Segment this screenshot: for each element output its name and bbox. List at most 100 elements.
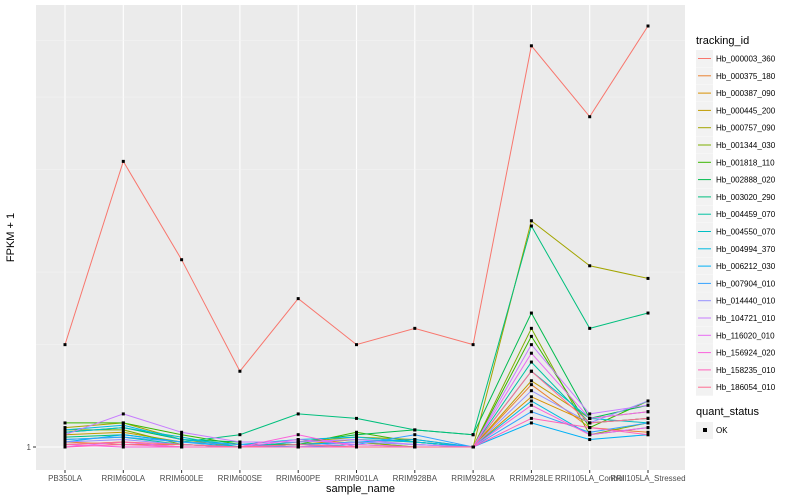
data-point [296,440,300,444]
legend-label: Hb_004550_070 [716,228,776,237]
data-point [529,421,533,425]
data-point [121,433,125,437]
data-point [529,343,533,347]
data-point [529,311,533,315]
data-point [588,421,592,425]
legend-label: Hb_000757_090 [716,124,776,133]
data-point [180,445,184,449]
data-point [121,440,125,444]
data-point [63,343,67,347]
data-point [529,351,533,355]
data-point [121,159,125,163]
data-point [63,435,67,439]
data-point [646,399,650,403]
data-point [296,433,300,437]
data-point [529,219,533,223]
data-point [355,433,358,437]
y-axis-title: FPKM + 1 [5,213,17,262]
x-tick-label: RRII105LA_Control [555,474,625,483]
data-point [180,440,184,444]
data-point [355,445,358,449]
legend-label: Hb_004459_070 [716,210,776,219]
legend-label: Hb_158235_010 [716,366,776,375]
x-tick-label: RRIM928LA [451,474,495,483]
y-tick-label: 1 [27,443,32,452]
data-point [355,416,358,420]
data-point [121,423,125,427]
data-point [355,343,358,347]
x-axis-title: sample_name [326,483,395,495]
data-point [63,421,67,425]
data-point [180,433,184,437]
x-tick-label: RRIM600LA [102,474,146,483]
point-legend-label: OK [716,426,728,435]
data-point [646,24,650,28]
x-axis: PB350LA RRIM600LA RRIM600LE RRIM600SE RRIM60… [48,470,686,483]
data-point [529,44,533,48]
legend-label: Hb_003020_290 [716,193,776,202]
data-point [588,416,592,420]
data-point [529,379,533,383]
data-point [529,416,533,420]
data-point [646,433,650,437]
point-legend-symbol [703,428,707,432]
data-point [121,435,125,439]
data-point [588,430,592,434]
data-point [63,438,67,442]
data-point [63,430,67,434]
data-point [63,445,67,449]
data-point [355,440,358,444]
data-point [471,445,475,449]
data-point [296,442,300,446]
data-point [588,433,592,437]
points-layer [63,24,650,449]
data-point [355,442,358,446]
data-point [296,412,300,416]
data-point [529,369,533,373]
x-tick-label: RRIM928BA [393,474,438,483]
legend-label: Hb_000445_200 [716,106,776,115]
legend-label: Hb_007904_010 [716,279,776,288]
data-point [121,430,125,434]
data-point [529,326,533,330]
data-point [413,433,417,437]
x-tick-label: PB350LA [48,474,82,483]
data-point [355,435,358,439]
legend-label: Hb_002888_020 [716,176,776,185]
data-point [121,412,125,416]
data-point [646,403,650,407]
data-point [180,435,184,439]
data-point [355,438,358,442]
x-tick-label: RRIM600SE [218,474,262,483]
data-point [529,334,533,338]
data-point [121,438,125,442]
data-point [529,224,533,228]
data-point [588,412,592,416]
x-tick-label: RRIM600LE [160,474,204,483]
data-point [296,445,300,449]
data-point [121,442,125,446]
legend-label: Hb_001344_030 [716,141,776,150]
data-point [413,445,417,449]
data-point [63,433,67,437]
data-point [471,433,475,437]
legend-label: Hb_104721_010 [716,314,776,323]
data-point [413,440,417,444]
legend-label: Hb_014440_010 [716,297,776,306]
legend-label: Hb_001818_110 [716,158,775,167]
data-point [529,399,533,403]
data-point [529,383,533,387]
data-point [529,360,533,364]
legend-label: Hb_000387_090 [716,89,776,98]
data-point [180,438,184,442]
data-point [180,430,184,434]
legend-items: Hb_000003_360 Hb_000375_180 Hb_000387_090 H… [696,50,776,396]
data-point [646,410,650,414]
data-point [529,410,533,414]
legend-label: Hb_156924_020 [716,349,776,358]
legend-label: Hb_000375_180 [716,72,776,81]
point-legend-title: quant_status [696,406,759,418]
data-point [646,416,650,420]
data-point [63,428,67,432]
